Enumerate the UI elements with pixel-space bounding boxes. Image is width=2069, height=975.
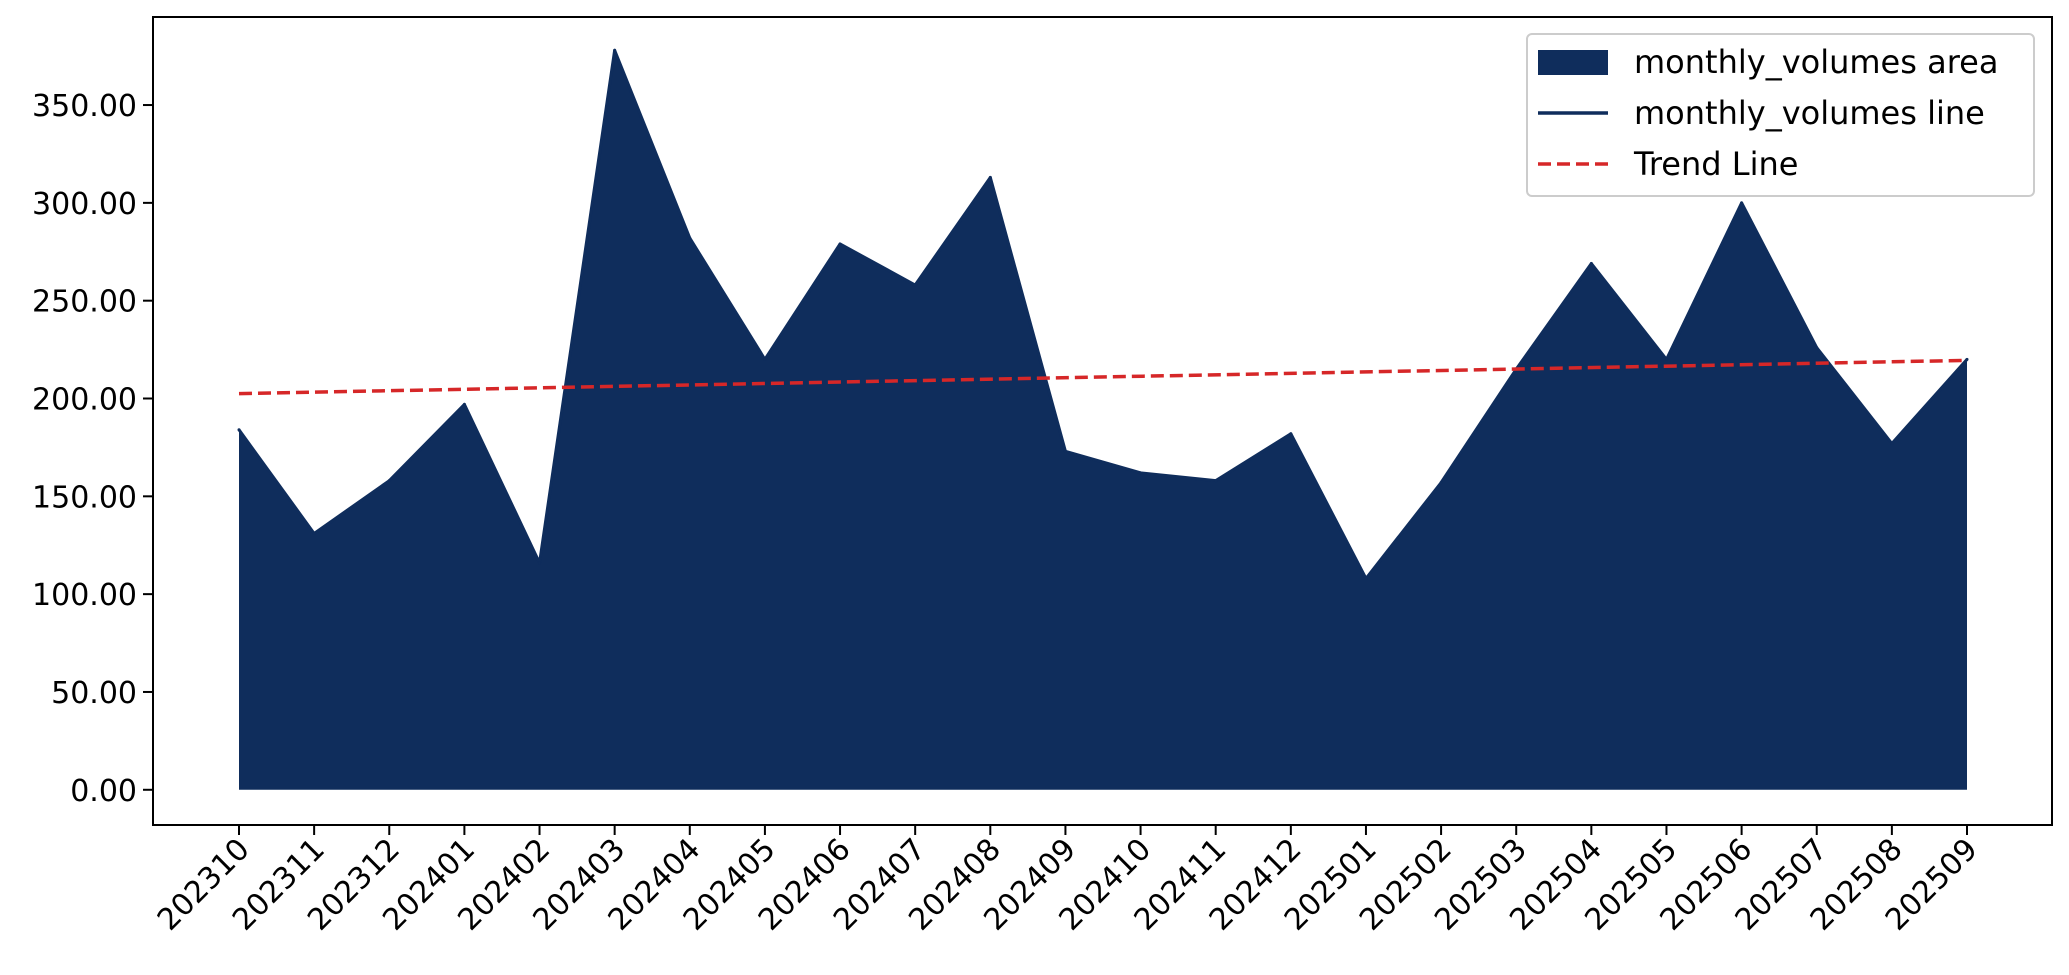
area-fill [239, 50, 1967, 790]
data-point [838, 242, 842, 246]
plot-area [237, 48, 1969, 790]
y-tick-label: 150.00 [32, 480, 137, 515]
legend-box [1526, 33, 2035, 197]
data-point [538, 561, 542, 565]
data-point [613, 48, 617, 52]
legend-label-line: monthly_volumes line [1634, 94, 1985, 132]
data-point [312, 531, 316, 535]
y-tick-label: 350.00 [32, 89, 137, 124]
data-point [1289, 432, 1293, 436]
x-axis: 2023102023112023122024012024022024032024… [151, 825, 1985, 938]
y-tick-label: 200.00 [32, 383, 137, 418]
data-point [1740, 201, 1744, 205]
data-point [1965, 357, 1969, 361]
trend-line [238, 358, 1968, 396]
series-line [237, 48, 1969, 580]
legend-label-trend: Trend Line [1633, 145, 1798, 183]
plot-frame [152, 16, 2053, 826]
data-point [1589, 262, 1593, 266]
y-tick-label: 50.00 [51, 676, 137, 711]
legend-area-swatch [1538, 50, 1608, 75]
y-tick-label: 250.00 [32, 285, 137, 320]
data-point [1664, 357, 1668, 361]
data-point [1214, 479, 1218, 483]
data-point [988, 175, 992, 179]
data-point [1139, 471, 1143, 475]
data-point [688, 236, 692, 240]
data-point [237, 428, 241, 432]
data-point [763, 357, 767, 361]
y-axis: 0.00 50.00 100.00 150.00 200.00 250.00 300.00 3… [32, 89, 153, 809]
data-point [1815, 346, 1819, 350]
data-point [1364, 576, 1368, 580]
data-point [1063, 449, 1067, 453]
y-tick-label: 0.00 [70, 774, 137, 809]
data-point [462, 402, 466, 406]
y-tick-label: 300.00 [32, 187, 137, 222]
legend-label-area: monthly_volumes area [1634, 43, 1998, 81]
legend: monthly_volumes area monthly_volumes lin… [1526, 33, 2035, 197]
y-tick-label: 100.00 [32, 578, 137, 613]
data-point [387, 479, 391, 483]
data-point [1890, 441, 1894, 445]
data-point [1439, 481, 1443, 485]
data-point [913, 283, 917, 287]
